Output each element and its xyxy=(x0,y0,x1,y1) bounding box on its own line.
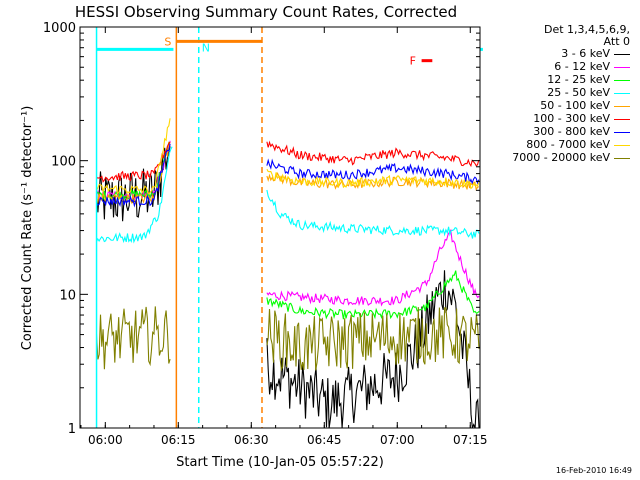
legend-label-4: 50 - 100 keV xyxy=(540,99,610,112)
series-line-5-seg-0 xyxy=(96,141,171,183)
legend-swatch-1 xyxy=(614,67,630,68)
marker-label-N: N xyxy=(202,42,210,55)
legend-item-4: 50 - 100 keV xyxy=(476,100,634,112)
legend-label-6: 300 - 800 keV xyxy=(533,125,610,138)
series-line-3-seg-0 xyxy=(96,146,173,244)
x-tick-label-4: 07:00 xyxy=(380,433,415,447)
series-line-8-seg-1 xyxy=(266,307,480,372)
chart-title: HESSI Observing Summary Count Rates, Cor… xyxy=(75,3,457,21)
x-tick-label-1: 06:15 xyxy=(161,433,196,447)
legend-label-5: 100 - 300 keV xyxy=(533,112,610,125)
plot-frame xyxy=(79,26,481,429)
series-line-7-seg-0 xyxy=(96,118,171,195)
x-tick-label-0: 06:00 xyxy=(88,433,123,447)
legend-item-6: 300 - 800 keV xyxy=(476,126,634,138)
x-tick-label-2: 06:30 xyxy=(234,433,269,447)
series-line-1-seg-1 xyxy=(266,228,480,307)
legend-swatch-8 xyxy=(614,158,630,159)
legend-label-8: 7000 - 20000 keV xyxy=(512,151,610,164)
x-axis-label: Start Time (10-Jan-05 05:57:22) xyxy=(176,455,384,470)
legend-swatch-0 xyxy=(614,54,630,55)
y-axis-label: Corrected Count Rate (s⁻¹ detector⁻¹) xyxy=(20,106,35,351)
legend-header-line-2: Att 0 xyxy=(603,35,630,48)
series-line-7-seg-1 xyxy=(266,168,480,190)
legend-label-1: 6 - 12 keV xyxy=(554,60,610,73)
series-line-0-seg-1 xyxy=(266,270,480,429)
legend-swatch-5 xyxy=(614,119,630,120)
legend-label-3: 25 - 50 keV xyxy=(547,86,610,99)
legend-item-3: 25 - 50 keV xyxy=(476,87,634,99)
legend-label-2: 12 - 25 keV xyxy=(547,73,610,86)
x-tick-label-5: 07:15 xyxy=(453,433,488,447)
y-tick-label-2: 100 xyxy=(51,155,76,170)
series-line-5-seg-1 xyxy=(266,140,480,168)
legend-swatch-7 xyxy=(614,145,630,146)
legend-label-7: 800 - 7000 keV xyxy=(526,138,610,151)
legend-header-line-1: Det 1,3,4,5,6,9, xyxy=(543,23,630,36)
y-tick-label-1: 10 xyxy=(59,288,76,303)
legend-swatch-2 xyxy=(614,80,630,81)
legend-item-7: 800 - 7000 keV xyxy=(476,139,634,151)
legend-swatch-4 xyxy=(614,106,630,107)
marker-label-F: F xyxy=(410,55,416,68)
series-line-8-seg-0 xyxy=(95,306,171,370)
series-line-4-seg-1 xyxy=(266,172,480,191)
series-line-6-seg-0 xyxy=(96,143,171,208)
legend-swatch-3 xyxy=(614,93,630,94)
y-tick-label-0: 1 xyxy=(68,422,76,437)
legend-item-0: 3 - 6 keV xyxy=(476,48,634,60)
series-line-2-seg-1 xyxy=(266,270,480,320)
y-tick-label-3: 1000 xyxy=(43,21,76,36)
marker-label-S: S xyxy=(164,35,171,48)
legend: Det 1,3,4,5,6,9, Att 0 3 - 6 keV 6 - 12 k… xyxy=(476,23,636,164)
legend-label-0: 3 - 6 keV xyxy=(561,47,610,60)
legend-swatch-6 xyxy=(614,132,630,133)
series-line-4-seg-0 xyxy=(95,141,171,205)
legend-item-1: 6 - 12 keV xyxy=(476,61,634,73)
legend-item-5: 100 - 300 keV xyxy=(476,113,634,125)
series-line-6-seg-1 xyxy=(266,158,480,185)
legend-item-8: 7000 - 20000 keV xyxy=(476,152,634,164)
x-tick-label-3: 06:45 xyxy=(307,433,342,447)
series-line-3-seg-1 xyxy=(266,189,480,239)
legend-item-2: 12 - 25 keV xyxy=(476,74,634,86)
footer-timestamp: 16-Feb-2010 16:49 xyxy=(555,466,632,475)
